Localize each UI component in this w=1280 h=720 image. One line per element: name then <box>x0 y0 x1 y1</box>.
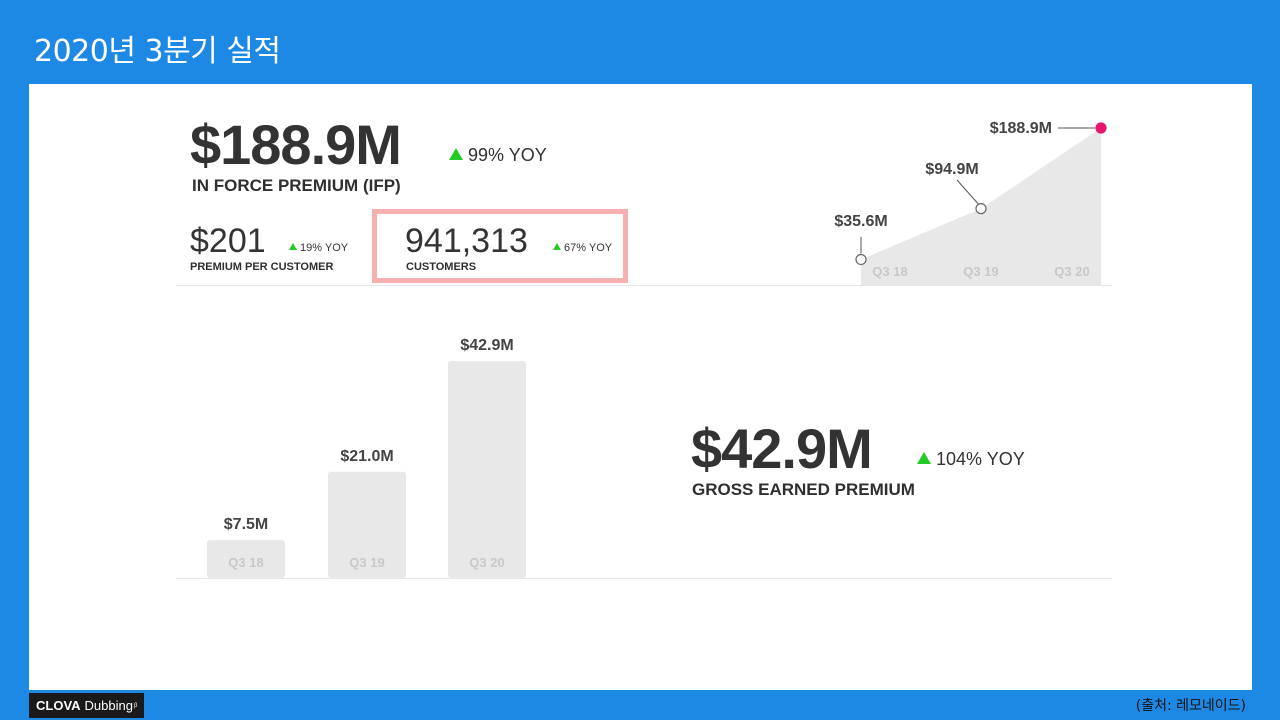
customers-label: CUSTOMERS <box>406 261 477 273</box>
logo-bold-text: CLOVA <box>36 698 81 713</box>
bar-data-label: $7.5M <box>224 516 268 533</box>
area-tick-label: Q3 18 <box>872 264 907 279</box>
bar-tick-label: Q3 20 <box>469 555 504 570</box>
gep-bar <box>328 471 406 578</box>
ifp-value: $188.9M <box>190 113 402 176</box>
customers-yoy-text: 67% YOY <box>564 242 613 254</box>
ifp-yoy: 99% YOY <box>449 145 547 166</box>
area-tick-label: Q3 19 <box>963 264 998 279</box>
bar-data-label: $21.0M <box>340 448 393 465</box>
up-arrow-icon <box>917 452 931 464</box>
ifp-yoy-text: 99% YOY <box>468 145 547 165</box>
up-arrow-icon <box>553 243 561 250</box>
ppc-yoy-text: 19% YOY <box>300 242 349 254</box>
bar-data-label: $42.9M <box>460 337 513 354</box>
area-point <box>1095 122 1107 134</box>
area-data-label: $188.9M <box>990 120 1052 137</box>
divider-top <box>176 285 1112 286</box>
ppc-value: $201 <box>190 222 266 260</box>
ppc-label: PREMIUM PER CUSTOMER <box>190 261 334 273</box>
bar-tick-label: Q3 18 <box>228 555 263 570</box>
up-arrow-icon <box>449 148 463 160</box>
area-tick-label: Q3 20 <box>1054 264 1089 279</box>
ppc-yoy: 19% YOY <box>289 242 348 254</box>
ifp-area-chart: Q3 18 Q3 19 Q3 20 $35.6M $94.9M $188.9M <box>834 120 1107 285</box>
gep-bar <box>207 540 285 578</box>
gep-value: $42.9M <box>691 417 873 480</box>
area-point <box>975 203 987 215</box>
up-arrow-icon <box>289 243 297 250</box>
leader-line <box>956 179 979 204</box>
logo-mark: β <box>133 702 138 709</box>
gep-bar <box>448 361 526 578</box>
bar-tick-label: Q3 19 <box>349 555 384 570</box>
area-data-label: $35.6M <box>834 213 887 230</box>
gep-yoy: 104% YOY <box>917 449 1025 470</box>
clova-dubbing-logo: CLOVA Dubbing β <box>29 693 145 718</box>
divider-bottom <box>176 578 1112 579</box>
area-point <box>855 253 867 266</box>
ifp-label: IN FORCE PREMIUM (IFP) <box>192 176 401 195</box>
logo-text: Dubbing <box>84 698 133 713</box>
customers-yoy: 67% YOY <box>553 242 612 254</box>
ifp-area <box>861 128 1101 285</box>
area-data-label: $94.9M <box>925 161 978 178</box>
slide-title: 2020년 3분기 실적 <box>34 34 281 69</box>
customers-value: 941,313 <box>405 222 528 260</box>
gep-label: GROSS EARNED PREMIUM <box>692 480 915 499</box>
gep-bar-chart: $7.5M Q3 18 $21.0M Q3 19 $42.9M Q3 20 <box>207 337 526 578</box>
source-note: (출처: 레모네이드) <box>1135 698 1246 714</box>
gep-yoy-text: 104% YOY <box>936 449 1025 469</box>
